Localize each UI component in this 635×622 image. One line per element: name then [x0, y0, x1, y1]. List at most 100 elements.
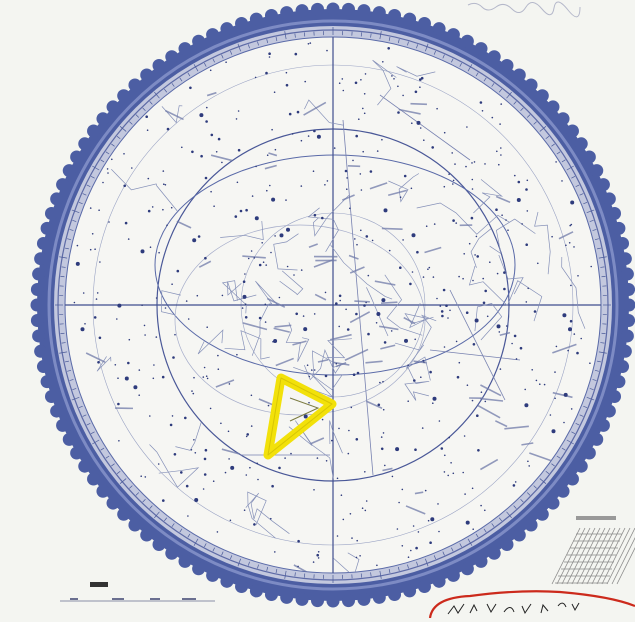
star-dot: [356, 438, 359, 441]
rim-scallop: [96, 112, 109, 125]
star-dot: [480, 101, 483, 104]
star-dot: [456, 341, 458, 343]
star-dot: [382, 381, 384, 383]
star-dot: [363, 304, 366, 307]
star-dot: [496, 151, 498, 153]
rim-scallop: [311, 3, 324, 16]
star-dot: [194, 498, 198, 502]
star-dot: [528, 465, 530, 467]
star-dot: [362, 507, 364, 509]
rim-scallop: [50, 405, 63, 418]
rim-scallop: [612, 222, 625, 235]
star-dot: [158, 463, 160, 465]
star-dot: [192, 238, 196, 242]
star-dot: [452, 219, 455, 222]
star-dot: [243, 280, 246, 283]
rim-scallop: [78, 460, 91, 473]
star-dot: [317, 135, 321, 139]
rim-scallop: [403, 13, 416, 26]
star-dot: [217, 531, 219, 533]
star-dot: [426, 225, 428, 227]
star-dot: [255, 77, 257, 79]
rim-scallop: [388, 9, 401, 22]
star-dot: [481, 391, 483, 393]
star-dot: [133, 385, 137, 389]
rim-scallop: [513, 529, 526, 542]
star-dot: [230, 466, 234, 470]
star-dot: [204, 473, 207, 476]
star-dot: [205, 177, 208, 180]
star-dot: [228, 431, 230, 433]
star-dot: [389, 250, 391, 252]
star-dot: [186, 485, 189, 488]
star-dot: [500, 154, 502, 156]
rim-scallop: [622, 314, 635, 327]
star-dot: [421, 77, 424, 80]
star-dot: [498, 164, 500, 166]
star-dot: [465, 166, 467, 168]
star-dot: [447, 317, 449, 319]
star-dot: [444, 186, 446, 188]
star-dot: [267, 154, 269, 156]
star-dot: [152, 206, 154, 208]
star-dot: [364, 93, 366, 95]
star-dot: [251, 250, 253, 252]
star-dot: [402, 489, 404, 491]
constellation-label: [314, 256, 337, 258]
rim-scallop: [621, 329, 634, 342]
star-dot: [237, 182, 239, 184]
star-dot: [206, 326, 208, 328]
rim-scallop: [107, 497, 120, 510]
star-dot: [197, 295, 199, 297]
star-dot: [462, 278, 464, 280]
rim-scallop: [418, 17, 431, 30]
star-dot: [156, 297, 158, 299]
star-dot: [246, 474, 248, 476]
star-dot: [251, 425, 253, 427]
rim-scallop: [206, 569, 219, 582]
star-dot: [145, 476, 147, 478]
star-dot: [322, 419, 324, 421]
rim-scallop: [265, 9, 278, 22]
star-dot: [413, 379, 416, 382]
star-dot: [92, 233, 94, 235]
rim-scallop: [34, 252, 47, 265]
star-dot: [518, 181, 521, 184]
star-dot: [318, 557, 320, 559]
star-dot: [359, 555, 361, 557]
rim-scallop: [70, 447, 83, 460]
star-dot: [378, 404, 381, 407]
star-dot: [364, 471, 366, 473]
star-dot: [573, 246, 575, 248]
star-dot: [286, 84, 289, 87]
star-dot: [589, 362, 591, 364]
star-dot: [355, 82, 358, 85]
star-dot: [165, 184, 167, 186]
rim-scallop: [500, 538, 513, 551]
star-dot: [537, 263, 539, 265]
star-dot: [511, 343, 513, 345]
rim-scallop: [206, 28, 219, 41]
star-dot: [570, 201, 574, 205]
star-dot: [338, 326, 340, 328]
star-dot: [125, 377, 129, 381]
rim-scallop: [583, 447, 596, 460]
star-dot: [477, 449, 480, 452]
star-dot: [544, 384, 546, 386]
star-dot: [245, 303, 247, 305]
star-dot: [472, 528, 474, 530]
star-dot: [221, 162, 223, 164]
star-dot: [466, 126, 468, 128]
star-dot: [503, 288, 506, 291]
star-dot: [476, 414, 479, 417]
star-dot: [466, 521, 470, 525]
star-dot: [443, 289, 446, 292]
rim-scallop: [603, 192, 616, 205]
star-dot: [259, 317, 262, 320]
star-dot: [217, 355, 219, 357]
star-dot: [471, 162, 473, 164]
star-dot: [240, 210, 243, 213]
star-dot: [286, 72, 288, 74]
star-dot: [417, 121, 421, 125]
